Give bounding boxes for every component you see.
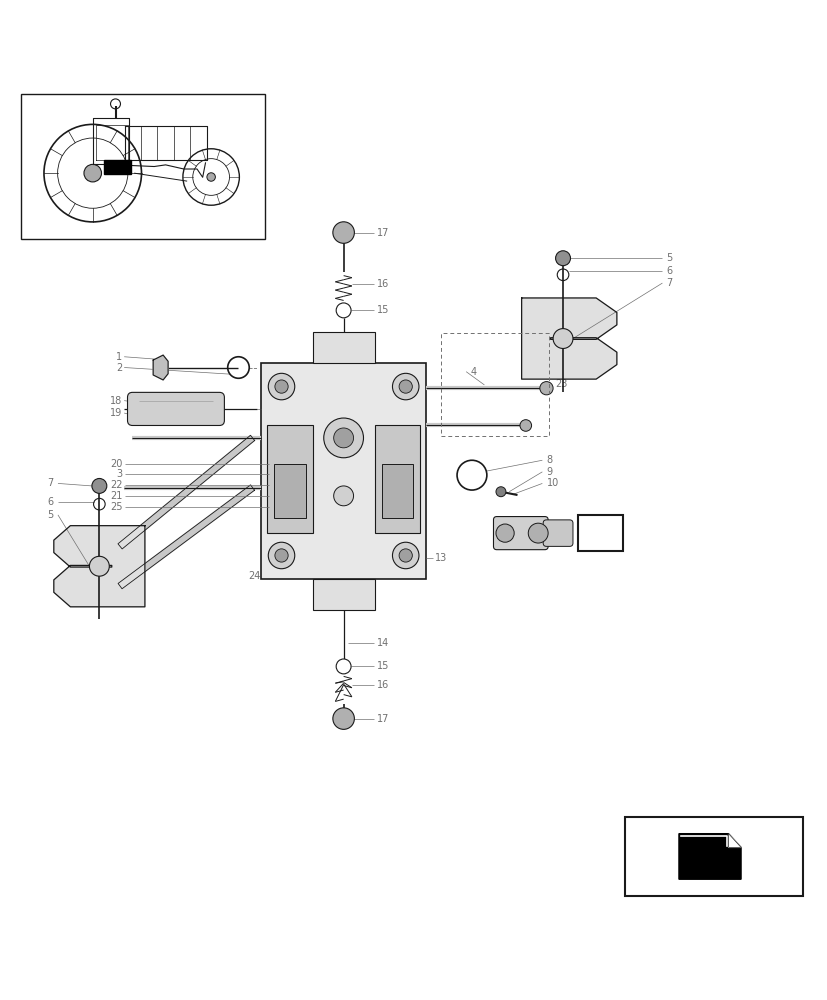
Text: 15: 15 [376, 661, 389, 671]
Circle shape [275, 380, 288, 393]
Text: 20: 20 [110, 459, 122, 469]
Text: 8: 8 [546, 455, 552, 465]
Text: 5: 5 [47, 510, 54, 520]
Text: 25: 25 [110, 502, 122, 512]
Bar [312, 332, 374, 363]
Text: 11: 11 [546, 526, 558, 536]
Circle shape [268, 373, 294, 400]
Circle shape [552, 329, 572, 348]
Circle shape [84, 164, 102, 182]
FancyBboxPatch shape [493, 517, 547, 550]
Circle shape [92, 478, 107, 493]
Circle shape [275, 549, 288, 562]
Circle shape [495, 487, 505, 497]
Bar [577, 515, 623, 551]
Circle shape [89, 556, 109, 576]
Text: 4: 4 [470, 367, 476, 377]
Circle shape [399, 380, 412, 393]
Text: 6: 6 [666, 266, 672, 276]
Circle shape [207, 173, 215, 181]
Text: 14: 14 [376, 638, 389, 648]
Text: 1: 1 [117, 352, 122, 362]
Bar [266, 425, 312, 533]
Polygon shape [728, 834, 740, 847]
Text: 10: 10 [546, 478, 558, 488]
Circle shape [333, 486, 353, 506]
Circle shape [332, 708, 354, 729]
Bar [381, 464, 413, 518]
Polygon shape [117, 435, 255, 549]
Circle shape [268, 542, 294, 569]
Text: 2: 2 [116, 363, 122, 373]
FancyBboxPatch shape [127, 392, 224, 425]
Text: 24: 24 [248, 571, 261, 581]
Polygon shape [104, 160, 131, 174]
Circle shape [336, 659, 351, 674]
Bar [274, 464, 305, 518]
Circle shape [336, 303, 351, 318]
Text: 17: 17 [376, 714, 389, 724]
Bar [21, 94, 265, 239]
Circle shape [332, 222, 354, 243]
Text: 7: 7 [666, 278, 672, 288]
Circle shape [323, 418, 363, 458]
Polygon shape [153, 355, 168, 380]
Circle shape [333, 428, 353, 448]
Text: 22: 22 [110, 480, 122, 490]
Circle shape [495, 524, 514, 542]
Polygon shape [54, 526, 145, 607]
Text: 15: 15 [376, 305, 389, 315]
Circle shape [555, 251, 570, 266]
Text: 21: 21 [110, 491, 122, 501]
Text: 23: 23 [555, 379, 567, 389]
Text: 5: 5 [666, 253, 672, 263]
Bar [624, 817, 802, 896]
Text: 16: 16 [376, 279, 389, 289]
Bar [374, 425, 419, 533]
FancyBboxPatch shape [543, 520, 572, 546]
Text: 3: 3 [117, 469, 122, 479]
Circle shape [392, 373, 418, 400]
Circle shape [392, 542, 418, 569]
Text: 7: 7 [47, 478, 54, 488]
Text: 9: 9 [546, 467, 552, 477]
Bar [261, 363, 426, 579]
Text: 19: 19 [110, 408, 122, 418]
Circle shape [539, 382, 552, 395]
Polygon shape [521, 298, 616, 379]
Text: 16: 16 [376, 680, 389, 690]
Circle shape [399, 549, 412, 562]
Text: 12: 12 [593, 528, 607, 538]
Circle shape [519, 420, 531, 431]
Polygon shape [678, 834, 740, 879]
Text: 13: 13 [434, 553, 447, 563]
Bar [312, 579, 374, 610]
Circle shape [528, 523, 547, 543]
Text: 18: 18 [110, 396, 122, 406]
Text: 17: 17 [376, 228, 389, 238]
Polygon shape [118, 485, 254, 589]
Text: 6: 6 [48, 497, 54, 507]
